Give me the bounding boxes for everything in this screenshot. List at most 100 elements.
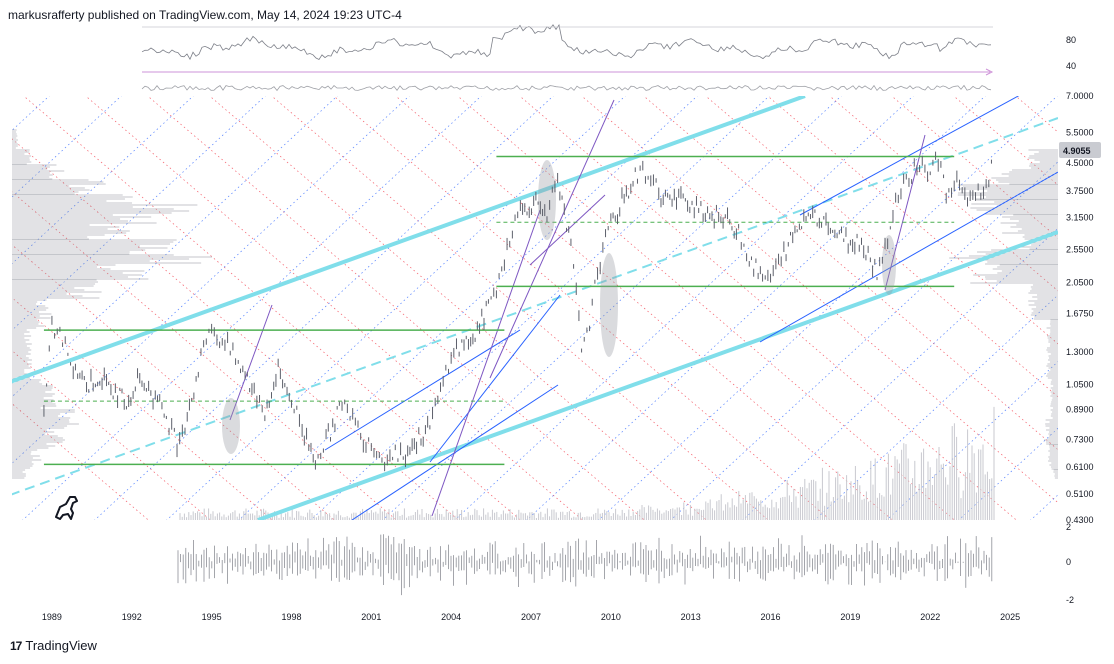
fan-line-blue <box>886 361 1058 520</box>
price-tick: 4.5000 <box>1066 158 1094 168</box>
indicator-line <box>141 84 992 92</box>
fan-line-red <box>23 96 521 520</box>
fan-line-red <box>519 96 1017 520</box>
fan-line-blue <box>12 96 122 198</box>
oscillator-tick: 0 <box>1066 557 1071 567</box>
volume-profile <box>12 129 1058 479</box>
oscillator-tick: -2 <box>1066 595 1074 605</box>
price-tick: 7.0000 <box>1066 91 1094 101</box>
fan-line-red <box>147 96 645 520</box>
fan-line-blue <box>238 96 698 520</box>
fan-line-blue <box>22 96 482 520</box>
year-tick: 1995 <box>202 612 222 622</box>
highlight-ellipse <box>222 398 240 454</box>
purple-trend <box>489 99 615 379</box>
year-tick: 1992 <box>122 612 142 622</box>
fan-lines <box>12 96 1058 520</box>
channel-mid <box>12 117 1058 496</box>
fan-line-blue <box>670 161 1058 520</box>
volume-bars <box>179 406 995 520</box>
purple-trend <box>884 134 926 291</box>
purple-trend <box>431 209 541 517</box>
fan-line-red <box>581 96 1058 504</box>
blue-channel <box>429 294 561 463</box>
fan-line-red <box>209 96 707 520</box>
fan-line-blue <box>526 96 986 520</box>
price-tick: 0.7300 <box>1066 435 1094 445</box>
dino-icon <box>55 496 78 520</box>
fan-line-blue <box>166 96 626 520</box>
indicator-tick: 80 <box>1066 35 1076 45</box>
price-tick: 3.7500 <box>1066 186 1094 196</box>
fan-line-red <box>12 138 459 520</box>
price-candles <box>43 151 992 472</box>
fan-line-blue <box>742 227 1058 520</box>
fan-line-red <box>891 96 1058 239</box>
indicator-tick: 40 <box>1066 61 1076 71</box>
purple-trend <box>529 194 606 266</box>
price-tick: 2.5500 <box>1066 244 1094 254</box>
indicator-line <box>141 23 992 61</box>
indicator-panel: 80 40 <box>141 23 1076 92</box>
channel-upper <box>12 96 806 384</box>
price-tick: 0.4300 <box>1066 515 1094 525</box>
fan-line-blue <box>12 96 266 331</box>
arrow-icon <box>985 68 994 76</box>
fan-line-blue <box>382 96 842 520</box>
fan-line-red <box>643 96 1058 451</box>
price-axis[interactable]: 7.0000 5.5000 4.5000 3.7500 3.1500 2.5500 2.05… <box>1059 91 1101 525</box>
highlight-ellipse <box>538 160 556 240</box>
price-tick: 1.6750 <box>1066 308 1094 318</box>
price-tick: 3.1500 <box>1066 212 1094 222</box>
price-tick: 5.5000 <box>1066 128 1094 138</box>
oscillator-panel: 2 0 -2 <box>177 522 1074 605</box>
tradingview-logo-icon: 17 <box>10 638 22 653</box>
fan-line-blue <box>310 96 770 520</box>
fan-line-red <box>457 96 955 520</box>
price-tick: 2.0500 <box>1066 278 1094 288</box>
blue-channel <box>351 384 559 520</box>
highlight-ellipse <box>600 253 618 357</box>
fan-line-blue <box>454 96 914 520</box>
year-tick: 2001 <box>361 612 381 622</box>
blue-channel <box>759 171 1058 343</box>
year-tick: 2010 <box>601 612 621 622</box>
year-tick: 1998 <box>281 612 301 622</box>
brand-footer[interactable]: 17 TradingView <box>10 638 97 653</box>
highlight-ellipse <box>882 235 896 295</box>
year-tick: 2019 <box>840 612 860 622</box>
fan-line-blue <box>12 96 338 398</box>
fan-line-red <box>12 244 335 520</box>
fan-line-red <box>705 96 1058 398</box>
purple-trend <box>229 304 273 421</box>
fan-line-red <box>953 96 1058 186</box>
fan-line-red <box>271 96 769 520</box>
time-axis[interactable]: 1989 1992 1995 1998 2001 2004 2007 2010 2013 2016… <box>42 612 1020 622</box>
highlight-ellipses <box>222 160 896 454</box>
year-tick: 2013 <box>681 612 701 622</box>
blue-channel <box>799 96 1020 216</box>
price-tick: 0.8900 <box>1066 404 1094 414</box>
blue-channel <box>324 329 521 451</box>
year-tick: 2016 <box>761 612 781 622</box>
year-tick: 2025 <box>1000 612 1020 622</box>
year-tick: 2004 <box>441 612 461 622</box>
year-tick: 1989 <box>42 612 62 622</box>
year-tick: 2022 <box>920 612 940 622</box>
last-price-badge <box>1059 142 1101 159</box>
last-price-label: 4.9055 <box>1063 146 1091 156</box>
year-tick: 2007 <box>521 612 541 622</box>
price-tick: 1.3000 <box>1066 347 1094 357</box>
fan-line-blue <box>598 96 1058 520</box>
fan-line-red <box>767 96 1058 345</box>
channel-lower <box>257 230 1058 520</box>
oscillator-tick: 2 <box>1066 522 1071 532</box>
fan-line-red <box>85 96 583 520</box>
price-tick: 1.0500 <box>1066 379 1094 389</box>
publish-header: markusrafferty published on TradingView.… <box>8 8 402 22</box>
trend-channels <box>12 96 1058 520</box>
fan-line-red <box>333 96 831 520</box>
fan-line-red <box>395 96 893 520</box>
fan-line-blue <box>94 96 554 520</box>
